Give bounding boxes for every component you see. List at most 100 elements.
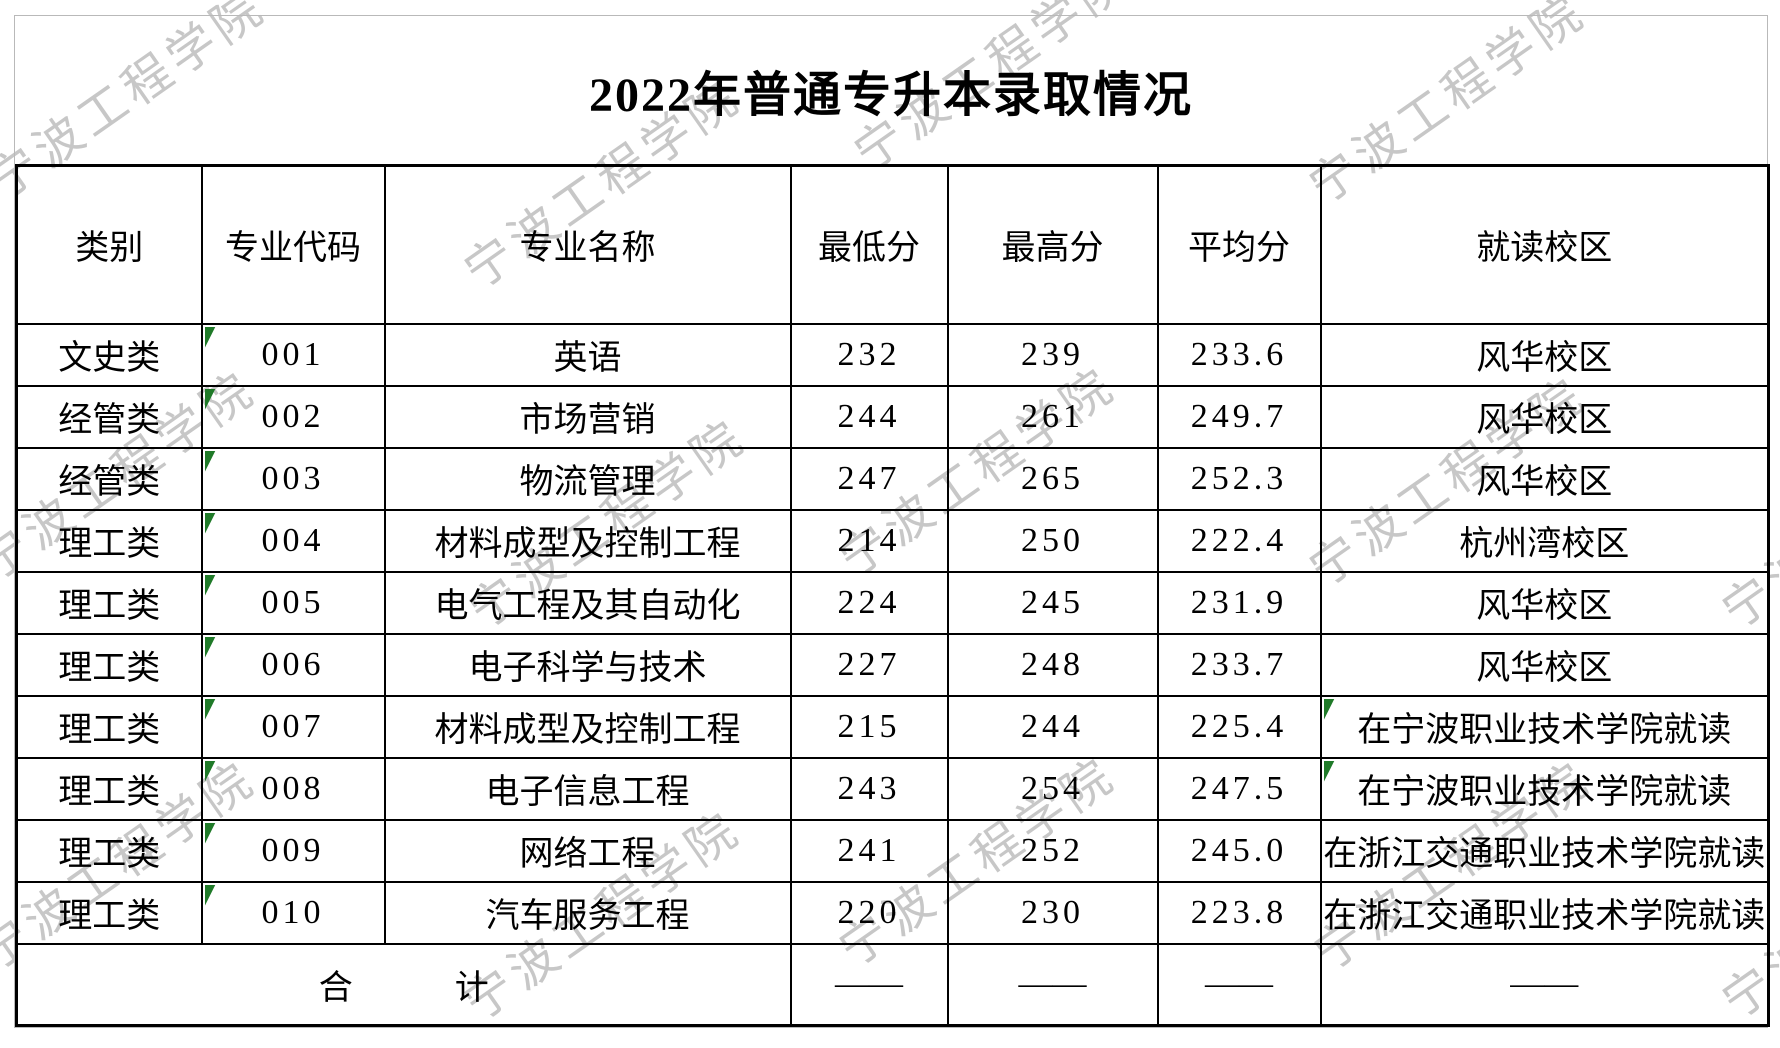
cell-avg-score: 252.3 (1156, 446, 1322, 511)
cell-max-score: 230 (946, 880, 1159, 945)
cell-category: 理工类 (15, 570, 203, 635)
cell-max-score: 239 (946, 322, 1159, 387)
header-row: 类别 专业代码 专业名称 最低分 最高分 平均分 就读校区 (15, 164, 1770, 325)
cell-code: 007 (200, 694, 386, 759)
cell-category: 经管类 (15, 446, 203, 511)
cell-avg-score: 247.5 (1156, 756, 1322, 821)
cell-min-score: 243 (789, 756, 949, 821)
cell-max-score: 244 (946, 694, 1159, 759)
cell-code: 003 (200, 446, 386, 511)
cell-major: 物流管理 (383, 446, 792, 511)
error-indicator-triangle (204, 884, 216, 907)
cell-category: 理工类 (15, 880, 203, 945)
cell-major: 网络工程 (383, 818, 792, 883)
header-major-name: 专业名称 (383, 164, 792, 325)
cell-min-score: 215 (789, 694, 949, 759)
header-campus: 就读校区 (1319, 164, 1770, 325)
cell-code: 009 (200, 818, 386, 883)
cell-major: 电子信息工程 (383, 756, 792, 821)
cell-code: 010 (200, 880, 386, 945)
table-row: 理工类 005 电气工程及其自动化 224 245 231.9 风华校区 (15, 570, 1770, 635)
cell-min-score: 224 (789, 570, 949, 635)
cell-avg-score: 245.0 (1156, 818, 1322, 883)
cell-major: 电子科学与技术 (383, 632, 792, 697)
cell-category: 理工类 (15, 508, 203, 573)
cell-code: 004 (200, 508, 386, 573)
cell-total-label: 合 计 (15, 942, 792, 1027)
cell-category: 理工类 (15, 632, 203, 697)
cell-code: 006 (200, 632, 386, 697)
cell-major: 汽车服务工程 (383, 880, 792, 945)
cell-max-score: 250 (946, 508, 1159, 573)
cell-campus: 在浙江交通职业技术学院就读 (1319, 880, 1770, 945)
error-indicator-triangle (204, 574, 216, 597)
cell-campus: 风华校区 (1319, 632, 1770, 697)
table-row: 理工类 010 汽车服务工程 220 230 223.8 在浙江交通职业技术学院… (15, 880, 1770, 945)
total-row: 合 计 —— —— —— —— (15, 942, 1770, 1027)
cell-min-score: 220 (789, 880, 949, 945)
cell-category: 理工类 (15, 818, 203, 883)
header-avg-score: 平均分 (1156, 164, 1322, 325)
cell-total-campus: —— (1319, 942, 1770, 1027)
cell-category: 经管类 (15, 384, 203, 449)
title-bar: 2022年普通专升本录取情况 (15, 16, 1767, 164)
error-indicator-triangle (1323, 760, 1335, 783)
page-title: 2022年普通专升本录取情况 (588, 69, 1193, 122)
cell-avg-score: 222.4 (1156, 508, 1322, 573)
cell-max-score: 248 (946, 632, 1159, 697)
cell-campus: 风华校区 (1319, 322, 1770, 387)
cell-code: 008 (200, 756, 386, 821)
error-indicator-triangle (204, 450, 216, 473)
cell-campus: 杭州湾校区 (1319, 508, 1770, 573)
cell-max-score: 252 (946, 818, 1159, 883)
admissions-table: 类别 专业代码 专业名称 最低分 最高分 平均分 就读校区 文史类 001 英语… (15, 164, 1770, 1027)
content-area: 2022年普通专升本录取情况 类别 专业代码 专业名称 最低分 最高分 平均分 … (14, 15, 1770, 1028)
header-max-score: 最高分 (946, 164, 1159, 325)
cell-campus: 风华校区 (1319, 446, 1770, 511)
cell-major: 材料成型及控制工程 (383, 694, 792, 759)
error-indicator-triangle (204, 698, 216, 721)
cell-min-score: 214 (789, 508, 949, 573)
cell-total-min: —— (789, 942, 949, 1027)
table-row: 理工类 007 材料成型及控制工程 215 244 225.4 在宁波职业技术学… (15, 694, 1770, 759)
cell-total-avg: —— (1156, 942, 1322, 1027)
cell-min-score: 244 (789, 384, 949, 449)
cell-major: 材料成型及控制工程 (383, 508, 792, 573)
cell-code: 001 (200, 322, 386, 387)
cell-max-score: 254 (946, 756, 1159, 821)
header-min-score: 最低分 (789, 164, 949, 325)
cell-major: 市场营销 (383, 384, 792, 449)
cell-category: 理工类 (15, 756, 203, 821)
cell-campus: 风华校区 (1319, 570, 1770, 635)
cell-code: 005 (200, 570, 386, 635)
table-row: 经管类 003 物流管理 247 265 252.3 风华校区 (15, 446, 1770, 511)
cell-avg-score: 231.9 (1156, 570, 1322, 635)
cell-max-score: 265 (946, 446, 1159, 511)
error-indicator-triangle (204, 326, 216, 349)
cell-avg-score: 223.8 (1156, 880, 1322, 945)
header-category: 类别 (15, 164, 203, 325)
cell-avg-score: 233.7 (1156, 632, 1322, 697)
cell-min-score: 232 (789, 322, 949, 387)
table-row: 理工类 004 材料成型及控制工程 214 250 222.4 杭州湾校区 (15, 508, 1770, 573)
cell-category: 理工类 (15, 694, 203, 759)
cell-campus: 在宁波职业技术学院就读 (1319, 694, 1770, 759)
cell-max-score: 245 (946, 570, 1159, 635)
cell-code: 002 (200, 384, 386, 449)
table-row: 理工类 006 电子科学与技术 227 248 233.7 风华校区 (15, 632, 1770, 697)
cell-min-score: 247 (789, 446, 949, 511)
cell-avg-score: 233.6 (1156, 322, 1322, 387)
cell-category: 文史类 (15, 322, 203, 387)
table-row: 文史类 001 英语 232 239 233.6 风华校区 (15, 322, 1770, 387)
error-indicator-triangle (204, 760, 216, 783)
cell-avg-score: 225.4 (1156, 694, 1322, 759)
table-row: 经管类 002 市场营销 244 261 249.7 风华校区 (15, 384, 1770, 449)
table-row: 理工类 008 电子信息工程 243 254 247.5 在宁波职业技术学院就读 (15, 756, 1770, 821)
cell-major: 英语 (383, 322, 792, 387)
error-indicator-triangle (204, 512, 216, 535)
error-indicator-triangle (1323, 698, 1335, 721)
cell-max-score: 261 (946, 384, 1159, 449)
cell-campus: 风华校区 (1319, 384, 1770, 449)
cell-min-score: 241 (789, 818, 949, 883)
cell-major: 电气工程及其自动化 (383, 570, 792, 635)
